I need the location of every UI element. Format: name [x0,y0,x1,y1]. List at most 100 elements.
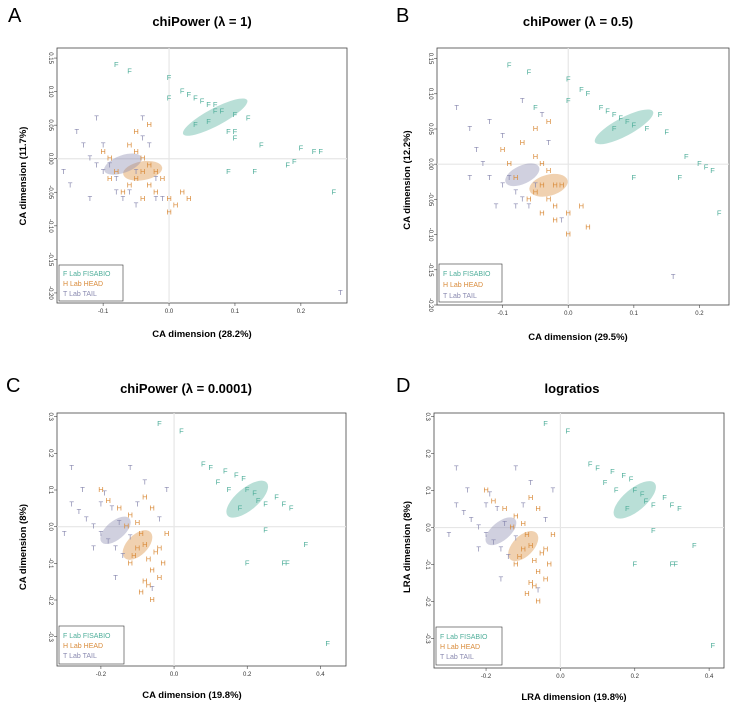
panel-b-letter: B [396,5,409,27]
panel-d-point-fisabio: F [651,526,656,535]
panel-b-point-head: H [539,208,544,217]
panel-b-point-fisabio: F [664,127,669,136]
panel-b-y-tick-label: -0.15 [427,263,433,277]
panel-a-point-tail: T [101,167,106,176]
panel-b-point-head: H [533,187,538,196]
panel-c-point-fisabio: F [245,485,250,494]
panel-d-point-head: H [502,504,507,513]
panel-a-point-fisabio: F [332,187,337,196]
panel-b-point-tail: T [540,110,545,119]
panel-d-point-head: H [535,567,540,576]
panel-a-legend-box [58,264,124,302]
panel-a-point-fisabio: F [167,73,172,82]
panel-b-point-fisabio: F [704,163,709,172]
panel-d-x-tick-label: 0.2 [631,674,640,680]
panel-d-point-head: H [524,589,529,598]
panel-b-point-fisabio: F [586,89,591,98]
panel-c-point-head: H [127,558,132,567]
panel-c-point-fisabio: F [201,459,206,468]
panel-b-point-fisabio: F [632,120,637,129]
panel-b-point-tail: T [671,272,676,281]
panel-c-point-fisabio: F [245,558,250,567]
panel-d-point-head: H [521,545,526,554]
panel-c-point-head: H [98,485,103,494]
panel-b-y-tick-label: 0.10 [427,88,433,100]
panel-c-point-head: H [127,511,132,520]
panel-c-y-tick-label: -0.2 [47,595,53,606]
panel-b-legend-tail: T Lab TAIL [443,293,477,300]
panel-a-point-head: H [114,167,119,176]
panel-c-point-fisabio: F [325,639,330,648]
panel-b-point-head: H [559,180,564,189]
panel-d-point-tail: T [491,537,496,546]
panel-d-y-tick-label: -0.2 [424,596,430,607]
panel-d-point-fisabio: F [625,504,630,513]
panel-c-legend: F Lab FISABIO H Lab HEAD T Lab TAIL [58,625,125,665]
panel-c-point-fisabio: F [285,558,290,567]
panel-c-point-fisabio: F [282,500,287,509]
panel-a-point-fisabio: F [318,147,323,156]
panel-d-x-axis-label: LRA dimension (19.8%) [521,692,626,703]
panel-c-title: chiPower (λ = 0.0001) [120,381,252,396]
panel-b-point-fisabio: F [677,173,682,182]
panel-c-point-head: H [146,580,151,589]
panel-b-point-head: H [566,208,571,217]
panel-a-point-head: H [153,167,158,176]
panel-a-point-fisabio: F [259,140,264,149]
panel-d-point-head: H [483,486,488,495]
panel-a-point-head: H [133,127,138,136]
panel-d-y-tick-label: 0.3 [424,413,430,422]
panel-c-point-fisabio: F [227,485,232,494]
panel-c-point-tail: T [121,551,126,560]
panel-a-ellipse-tail [104,153,142,175]
panel-d-point-tail: T [499,545,504,554]
panel-b-point-tail: T [513,201,518,210]
panel-a-point-head: H [100,147,105,156]
panel-d-legend: F Lab FISABIO H Lab HEAD T Lab TAIL [435,626,503,666]
panel-b-point-head: H [533,124,538,133]
panel-a-point-tail: T [160,194,165,203]
panel-c-x-tick-label: -0.2 [96,672,107,678]
panel-b-point-tail: T [474,145,479,154]
panel-a-point-fisabio: F [233,110,238,119]
panel-a-point-head: H [186,194,191,203]
panel-c-point-head: H [149,503,154,512]
panel-c-point-fisabio: F [263,500,268,509]
panel-d-y-tick-label: 0.2 [424,449,430,458]
panel-b-point-tail: T [494,201,499,210]
panel-b-x-axis-label: CA dimension (29.5%) [528,332,627,343]
panel-b-point-head: H [533,152,538,161]
panel-d-point-head: H [528,578,533,587]
panel-b-point-head: H [566,230,571,239]
panel-c-point-tail: T [84,514,89,523]
panel-a-point-fisabio: F [213,100,218,109]
panel-d-point-head: H [547,560,552,569]
panel-b-point-tail: T [513,187,518,196]
panel-b-point-tail: T [507,173,512,182]
panel-c-point-tail: T [164,485,169,494]
panel-d-y-tick-label: -0.3 [424,633,430,644]
panel-c-point-tail: T [80,485,85,494]
panel-a-ellipse-head [123,160,163,181]
panel-c-point-head: H [131,551,136,560]
panel-a-y-tick-label: 0.10 [47,86,53,98]
panel-b-point-head: H [546,194,551,203]
panel-c-x-axis-label: CA dimension (19.8%) [142,690,241,701]
panel-c-point-tail: T [157,514,162,523]
panel-c-point-head: H [149,566,154,575]
panel-c-point-head: H [138,529,143,538]
panel-d-point-head: H [528,541,533,550]
panel-a-x-tick-label: 0.0 [165,309,174,315]
panel-d-point-fisabio: F [673,560,678,569]
panel-a-x-tick-label: 0.1 [231,309,240,315]
panel-c-point-fisabio: F [303,540,308,549]
panel-d-point-fisabio: F [692,541,697,550]
panel-d-ellipse-tail [485,517,517,546]
panel-a-point-tail: T [74,127,79,136]
panel-b-point-fisabio: F [717,208,722,217]
panel-c-point-fisabio: F [289,503,294,512]
panel-c-point-head: H [142,492,147,501]
panel-a-point-fisabio: F [292,157,297,166]
panel-a-point-tail: T [140,134,145,143]
panel-a-point-fisabio: F [219,107,224,116]
